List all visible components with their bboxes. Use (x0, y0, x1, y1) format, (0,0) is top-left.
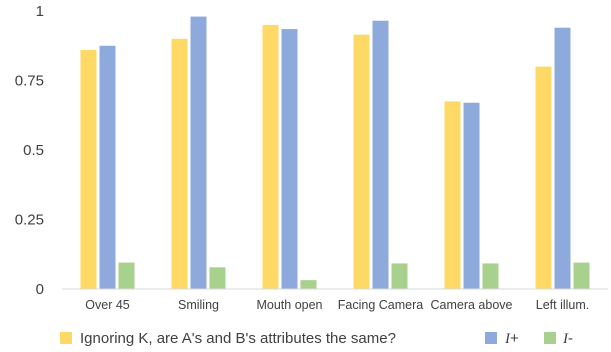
legend-label-i-minus: I- (562, 330, 573, 347)
bar-series-2-cat-3 (391, 263, 408, 289)
x-category-label: Over 45 (85, 298, 130, 312)
x-category-label: Smiling (178, 298, 219, 312)
y-tick-label: 0 (36, 281, 44, 298)
bar-series-2-cat-1 (209, 267, 226, 289)
legend-swatch-i-minus (544, 332, 556, 344)
bars (80, 16, 590, 290)
bar-series-2-cat-0 (118, 262, 135, 289)
bar-series-1-cat-2 (281, 29, 298, 289)
bar-series-0-cat-0 (80, 49, 97, 289)
bar-series-0-cat-3 (353, 34, 370, 289)
bar-series-0-cat-4 (444, 101, 461, 289)
legend-label-same-attributes: Ignoring K, are A's and B's attributes t… (80, 330, 396, 347)
y-tick-label: 0.25 (15, 212, 44, 229)
legend-label-i-plus-symbol: I (504, 331, 511, 347)
y-tick-label: 0.5 (23, 142, 44, 159)
bar-series-0-cat-1 (171, 38, 188, 289)
legend-label-i-minus-symbol: I (562, 331, 569, 347)
bar-series-1-cat-1 (190, 16, 207, 290)
legend-label-i-plus-sign: + (510, 330, 519, 347)
bar-series-1-cat-3 (372, 20, 389, 289)
legend-swatch-same-attributes (60, 332, 72, 344)
x-category-label: Left illum. (536, 298, 590, 312)
x-category-label: Facing Camera (338, 298, 423, 312)
x-axis-labels: Over 45 Smiling Mouth open Facing Camera Cam… (85, 298, 589, 312)
legend-swatch-i-plus (485, 332, 497, 344)
bar-series-2-cat-4 (482, 263, 499, 289)
y-tick-label: 0.75 (15, 73, 44, 90)
bar-series-1-cat-4 (463, 102, 480, 290)
legend-label-i-plus: I+ (504, 330, 519, 347)
x-category-label: Camera above (431, 298, 513, 312)
bar-series-0-cat-2 (262, 24, 279, 290)
y-axis-ticks: 0 0.25 0.5 0.75 1 (15, 3, 44, 298)
y-tick-label: 1 (36, 3, 44, 20)
x-category-label: Mouth open (256, 298, 322, 312)
legend: Ignoring K, are A's and B's attributes t… (60, 330, 573, 347)
bar-series-1-cat-0 (99, 45, 116, 289)
legend-label-i-minus-sign: - (568, 330, 573, 347)
bar-series-1-cat-5 (554, 27, 571, 290)
bar-series-2-cat-5 (573, 262, 590, 289)
bar-series-0-cat-5 (535, 66, 552, 289)
bar-series-2-cat-2 (300, 280, 317, 289)
